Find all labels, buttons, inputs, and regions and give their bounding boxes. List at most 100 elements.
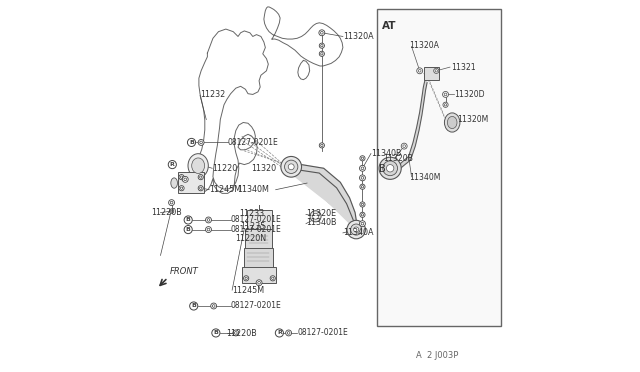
Circle shape bbox=[401, 143, 407, 149]
Text: 11320M: 11320M bbox=[458, 115, 488, 124]
Circle shape bbox=[207, 228, 210, 231]
Circle shape bbox=[310, 211, 321, 222]
FancyBboxPatch shape bbox=[178, 172, 204, 193]
Text: B: B bbox=[186, 218, 191, 222]
Text: A  2 J003P: A 2 J003P bbox=[416, 351, 458, 360]
Text: B: B bbox=[191, 304, 196, 308]
Circle shape bbox=[188, 138, 196, 147]
FancyBboxPatch shape bbox=[243, 267, 276, 283]
Polygon shape bbox=[399, 79, 427, 168]
Circle shape bbox=[443, 92, 449, 97]
Circle shape bbox=[403, 145, 406, 147]
Circle shape bbox=[180, 187, 182, 189]
Circle shape bbox=[184, 225, 192, 234]
Text: 11220B: 11220B bbox=[151, 208, 182, 217]
Text: R: R bbox=[277, 330, 282, 336]
Circle shape bbox=[362, 186, 364, 188]
Circle shape bbox=[244, 276, 249, 281]
Circle shape bbox=[245, 277, 247, 279]
Text: 08127-0201E: 08127-0201E bbox=[230, 225, 282, 234]
Circle shape bbox=[360, 202, 365, 207]
Circle shape bbox=[360, 221, 365, 227]
Circle shape bbox=[270, 276, 275, 281]
Circle shape bbox=[360, 175, 365, 181]
Circle shape bbox=[321, 32, 323, 34]
Circle shape bbox=[205, 227, 211, 232]
Circle shape bbox=[319, 30, 324, 36]
Circle shape bbox=[319, 51, 324, 57]
Circle shape bbox=[171, 210, 173, 212]
Circle shape bbox=[281, 157, 301, 177]
Circle shape bbox=[361, 177, 364, 179]
Circle shape bbox=[444, 93, 447, 96]
Polygon shape bbox=[286, 163, 357, 230]
Circle shape bbox=[182, 176, 188, 182]
Circle shape bbox=[212, 305, 215, 307]
Ellipse shape bbox=[188, 154, 208, 178]
Circle shape bbox=[285, 330, 292, 336]
Circle shape bbox=[360, 165, 365, 171]
Circle shape bbox=[170, 201, 173, 204]
Circle shape bbox=[233, 330, 239, 336]
Circle shape bbox=[207, 219, 210, 221]
Text: B: B bbox=[189, 140, 194, 145]
Ellipse shape bbox=[192, 158, 205, 173]
Circle shape bbox=[360, 184, 365, 189]
Text: 08127-0201E: 08127-0201E bbox=[230, 215, 282, 224]
Text: 11340B: 11340B bbox=[306, 218, 337, 227]
Text: 11232: 11232 bbox=[200, 90, 225, 99]
Circle shape bbox=[360, 156, 365, 161]
Circle shape bbox=[361, 167, 364, 170]
Circle shape bbox=[347, 220, 365, 239]
Text: 11233: 11233 bbox=[239, 209, 264, 218]
Circle shape bbox=[419, 70, 421, 72]
Circle shape bbox=[170, 209, 174, 213]
Text: 11320E: 11320E bbox=[306, 209, 336, 218]
Text: 11320B: 11320B bbox=[383, 154, 413, 163]
Circle shape bbox=[275, 329, 284, 337]
Circle shape bbox=[321, 53, 323, 55]
Circle shape bbox=[189, 302, 198, 310]
Ellipse shape bbox=[444, 113, 460, 132]
Circle shape bbox=[211, 303, 216, 309]
Circle shape bbox=[258, 281, 260, 284]
Circle shape bbox=[387, 164, 394, 172]
Text: 11321: 11321 bbox=[451, 62, 476, 72]
Circle shape bbox=[379, 157, 401, 179]
Text: FRONT: FRONT bbox=[170, 267, 198, 276]
Circle shape bbox=[285, 160, 298, 173]
Circle shape bbox=[321, 45, 323, 47]
Circle shape bbox=[319, 43, 324, 48]
FancyBboxPatch shape bbox=[247, 210, 271, 229]
Text: 11320: 11320 bbox=[252, 164, 276, 173]
Circle shape bbox=[200, 141, 202, 144]
Text: 11340B: 11340B bbox=[371, 149, 401, 158]
Circle shape bbox=[444, 104, 447, 106]
Circle shape bbox=[179, 186, 184, 191]
Circle shape bbox=[362, 203, 364, 206]
FancyBboxPatch shape bbox=[244, 248, 273, 268]
Text: 08127-0201E: 08127-0201E bbox=[228, 138, 278, 147]
Text: 11340A: 11340A bbox=[343, 228, 373, 237]
Circle shape bbox=[256, 280, 262, 286]
Text: 11340M: 11340M bbox=[237, 185, 269, 194]
Circle shape bbox=[321, 144, 323, 147]
Circle shape bbox=[212, 329, 220, 337]
Ellipse shape bbox=[171, 178, 177, 188]
Circle shape bbox=[200, 176, 202, 178]
Text: 11245M: 11245M bbox=[209, 185, 241, 194]
Text: 11340M: 11340M bbox=[410, 173, 441, 182]
Text: 11220: 11220 bbox=[212, 164, 237, 173]
Circle shape bbox=[353, 227, 359, 232]
Circle shape bbox=[383, 161, 397, 176]
Circle shape bbox=[198, 174, 204, 180]
Text: 11320A: 11320A bbox=[408, 41, 438, 50]
Circle shape bbox=[184, 216, 192, 224]
Text: R: R bbox=[170, 162, 175, 167]
Text: AT: AT bbox=[381, 20, 396, 31]
FancyBboxPatch shape bbox=[245, 229, 272, 249]
Text: 11220B: 11220B bbox=[226, 329, 257, 338]
Circle shape bbox=[287, 331, 290, 334]
Circle shape bbox=[288, 164, 294, 170]
Circle shape bbox=[184, 178, 187, 181]
